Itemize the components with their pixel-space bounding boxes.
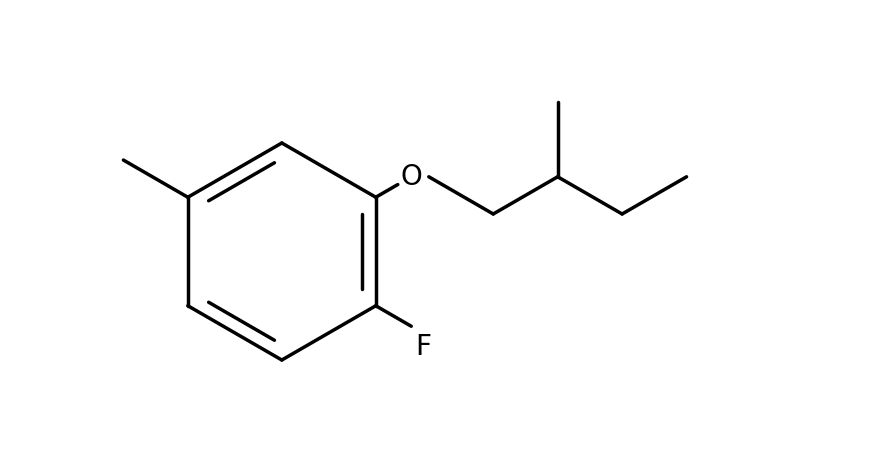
Text: F: F: [415, 333, 431, 362]
Text: O: O: [400, 163, 422, 191]
